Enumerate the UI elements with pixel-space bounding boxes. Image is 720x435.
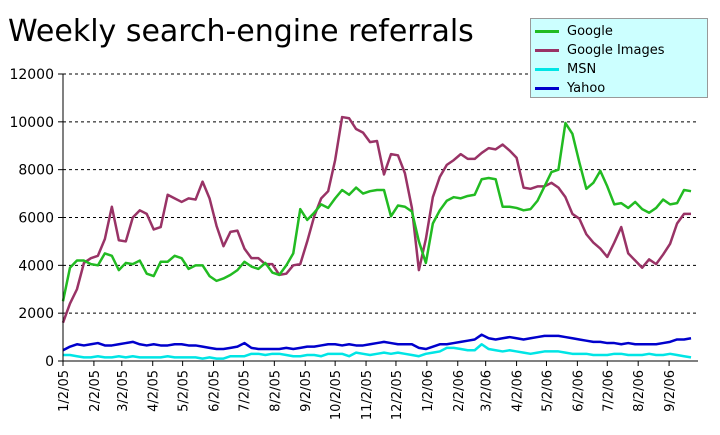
legend: Google Google Images MSN Yahoo xyxy=(530,18,708,98)
x-tick-label-8-2-05: 8/2/05 xyxy=(268,370,283,412)
y-tick-label-0: 0 xyxy=(45,354,54,370)
chart-title: Weekly search-engine referrals xyxy=(8,14,474,49)
legend-item-yahoo: Yahoo xyxy=(535,79,605,97)
series-line-google xyxy=(61,121,692,302)
y-tick-label-10000: 10000 xyxy=(9,115,54,131)
x-tick-label-7-2-06: 7/2/06 xyxy=(601,370,616,412)
series-line-google-images xyxy=(61,115,692,324)
legend-item-msn: MSN xyxy=(535,60,596,78)
y-tick-label-6000: 6000 xyxy=(18,211,54,227)
series-line-msn xyxy=(63,343,692,360)
x-tick-label-4-2-05: 4/2/05 xyxy=(147,370,162,412)
x-tick-label-3-2-06: 3/2/06 xyxy=(480,370,495,412)
x-tick-label-9-2-06: 9/2/06 xyxy=(663,370,678,412)
legend-label-google-images: Google Images xyxy=(567,42,665,58)
y-tick-label-8000: 8000 xyxy=(18,163,54,179)
x-axis-ticks: 1/2/05 2/2/05 3/2/05 4/2/05 5/2/05 6/2/05 7/2/… xyxy=(57,361,678,420)
x-tick-label-1-2-06: 1/2/06 xyxy=(421,370,436,412)
legend-label-yahoo: Yahoo xyxy=(567,80,606,96)
y-tick-label-12000: 12000 xyxy=(9,67,54,83)
legend-item-google-images: Google Images xyxy=(535,41,664,59)
series-line-yahoo xyxy=(62,333,692,352)
x-tick-label-11-2-05: 11/2/05 xyxy=(360,370,375,420)
x-tick-label-7-2-05: 7/2/05 xyxy=(237,370,252,412)
x-tick-label-5-2-05: 5/2/05 xyxy=(177,370,192,412)
y-tick-label-4000: 4000 xyxy=(18,258,54,274)
gridlines xyxy=(63,73,698,314)
legend-swatch-google-images xyxy=(535,48,559,52)
x-tick-label-1-2-05: 1/2/05 xyxy=(57,370,72,412)
legend-swatch-google xyxy=(535,29,559,33)
x-tick-label-6-2-05: 6/2/05 xyxy=(208,370,223,412)
x-tick-label-3-2-05: 3/2/05 xyxy=(116,370,131,412)
x-tick-label-5-2-06: 5/2/06 xyxy=(540,370,555,412)
x-tick-label-2-2-06: 2/2/06 xyxy=(452,370,467,412)
x-tick-label-4-2-06: 4/2/06 xyxy=(511,370,526,412)
legend-label-msn: MSN xyxy=(567,61,597,77)
x-tick-label-2-2-05: 2/2/05 xyxy=(88,370,103,412)
y-axis-ticks: 0 2000 4000 6000 8000 10000 12000 xyxy=(9,67,63,370)
x-tick-label-10-2-05: 10/2/05 xyxy=(329,370,344,420)
legend-label-google: Google xyxy=(567,23,613,39)
legend-swatch-yahoo xyxy=(535,86,559,90)
series-lines xyxy=(61,115,692,360)
y-tick-label-2000: 2000 xyxy=(18,306,54,322)
x-tick-label-8-2-06: 8/2/06 xyxy=(632,370,647,412)
axes xyxy=(62,74,698,362)
x-tick-label-9-2-05: 9/2/05 xyxy=(299,370,314,412)
x-tick-label-6-2-06: 6/2/06 xyxy=(571,370,586,412)
x-tick-label-12-2-05: 12/2/05 xyxy=(390,370,405,420)
legend-item-google: Google xyxy=(535,22,613,40)
legend-swatch-msn xyxy=(535,67,559,71)
